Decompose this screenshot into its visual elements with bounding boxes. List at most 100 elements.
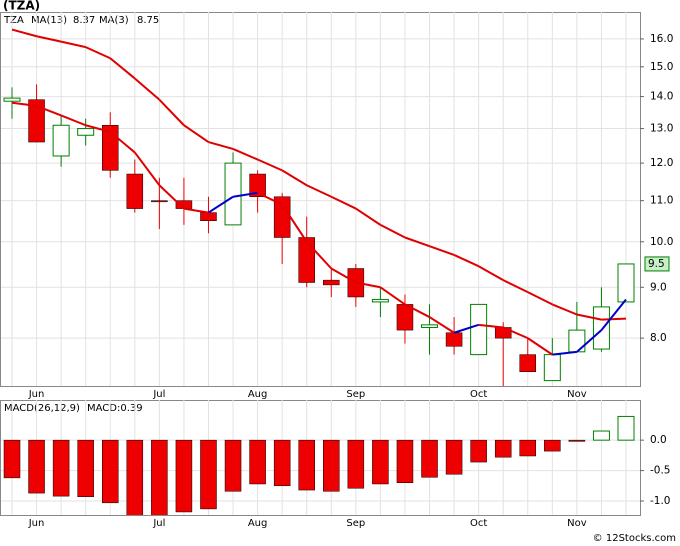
y-tick-label: 8.0 bbox=[650, 332, 667, 344]
last-price-box bbox=[644, 256, 670, 272]
macd-bar bbox=[249, 439, 266, 485]
macd-bar bbox=[224, 439, 242, 492]
ma-line bbox=[551, 303, 578, 316]
legend-ma3-value: 8.75 bbox=[137, 15, 159, 26]
y-tick-label: 9.0 bbox=[650, 281, 667, 293]
ma-line bbox=[502, 326, 529, 340]
ma-line bbox=[11, 28, 37, 38]
candle-body bbox=[224, 162, 242, 226]
ma-line bbox=[379, 223, 406, 239]
macd-bar bbox=[470, 439, 487, 463]
ma-line bbox=[453, 254, 480, 268]
candle-body bbox=[3, 97, 21, 102]
y-tick-label: 14.0 bbox=[650, 91, 673, 103]
ma-line bbox=[306, 184, 332, 198]
candle-body bbox=[298, 237, 315, 283]
x-tick-label: Nov bbox=[567, 389, 587, 400]
candle-body bbox=[249, 173, 266, 198]
ma-line bbox=[502, 279, 529, 293]
ma-line bbox=[552, 350, 577, 356]
macd-bar bbox=[347, 439, 365, 489]
y-tick-label: 10.0 bbox=[650, 236, 673, 248]
legend-ma3: MA(3) bbox=[99, 15, 129, 26]
candle-body bbox=[568, 329, 586, 353]
y-tick-label: 13.0 bbox=[650, 123, 673, 135]
macd-bar bbox=[421, 439, 438, 478]
macd-bar bbox=[175, 439, 193, 513]
macd-bar bbox=[126, 439, 144, 515]
x-tick-label: Jun bbox=[28, 389, 45, 400]
ma-line bbox=[257, 191, 283, 206]
ma-line bbox=[355, 281, 381, 289]
macd-bar bbox=[273, 439, 291, 487]
ma-line bbox=[355, 207, 381, 226]
ma-line bbox=[453, 323, 479, 334]
macd-bar bbox=[200, 439, 217, 510]
y-tick-label: 15.0 bbox=[650, 61, 673, 73]
price-plot bbox=[3, 28, 635, 386]
ma-line bbox=[478, 323, 504, 329]
x-tick-label: Sep bbox=[346, 389, 365, 400]
ma-line bbox=[183, 124, 210, 143]
y-tick-label: -0.5 bbox=[650, 465, 671, 477]
y-tick-label: 12.0 bbox=[650, 157, 673, 169]
ma-line bbox=[379, 286, 406, 306]
ma-line bbox=[429, 245, 455, 256]
candle-body bbox=[543, 354, 561, 382]
x-tick-label: Jul bbox=[152, 518, 165, 529]
candle-body bbox=[470, 303, 488, 356]
ma-line bbox=[305, 241, 333, 270]
macd-plot bbox=[3, 415, 635, 515]
ma-line bbox=[404, 303, 430, 318]
ma-line bbox=[601, 317, 627, 321]
macd-bar bbox=[151, 439, 168, 515]
ma-line bbox=[257, 158, 283, 172]
ma-line bbox=[527, 291, 553, 306]
macd-bar bbox=[494, 439, 512, 458]
macd-bar bbox=[323, 439, 340, 492]
macd-subtitle: MACD:0.39 bbox=[87, 403, 143, 414]
macd-bar bbox=[298, 439, 315, 491]
macd-bar bbox=[3, 439, 21, 479]
x-tick-label: Sep bbox=[346, 518, 365, 529]
ma-line bbox=[60, 40, 86, 49]
macd-bar bbox=[519, 439, 537, 457]
ma-line bbox=[232, 148, 258, 161]
candle-body bbox=[519, 354, 537, 373]
candle-body bbox=[371, 298, 389, 303]
ma-line bbox=[428, 316, 455, 334]
macd-bar bbox=[372, 439, 389, 485]
ma-line bbox=[527, 337, 553, 356]
macd-bar bbox=[28, 439, 45, 494]
macd-title: MACD(26,12,9) bbox=[4, 403, 80, 414]
y-tick-label: 0.0 bbox=[650, 434, 667, 446]
macd-bar bbox=[396, 439, 414, 484]
candle-body bbox=[323, 279, 340, 286]
candle-body bbox=[126, 173, 144, 209]
macd-bar bbox=[544, 439, 561, 452]
candle-body bbox=[28, 99, 45, 143]
ma-line bbox=[576, 313, 602, 321]
ma-line bbox=[158, 98, 185, 126]
y-tick-label: 16.0 bbox=[650, 33, 673, 45]
x-tick-label: Aug bbox=[248, 518, 268, 529]
x-tick-label: Aug bbox=[248, 389, 268, 400]
ma-line bbox=[232, 191, 258, 198]
legend-ma13-value: 8.37 bbox=[73, 15, 95, 26]
ma-line bbox=[36, 104, 62, 117]
ma-line bbox=[158, 184, 185, 210]
x-tick-label: Jul bbox=[152, 389, 165, 400]
ma-line bbox=[109, 57, 136, 80]
ma-line bbox=[85, 46, 111, 60]
candle-body bbox=[77, 128, 95, 136]
candle-body bbox=[445, 332, 463, 347]
macd-bar bbox=[445, 439, 463, 475]
ma-line bbox=[207, 195, 234, 214]
x-tick-label: Oct bbox=[470, 518, 487, 529]
ma-line bbox=[60, 114, 87, 127]
macd-frame bbox=[0, 400, 641, 516]
legend-symbol: TZA bbox=[3, 15, 24, 26]
price-frame bbox=[0, 12, 641, 387]
macd-bar bbox=[617, 415, 635, 441]
